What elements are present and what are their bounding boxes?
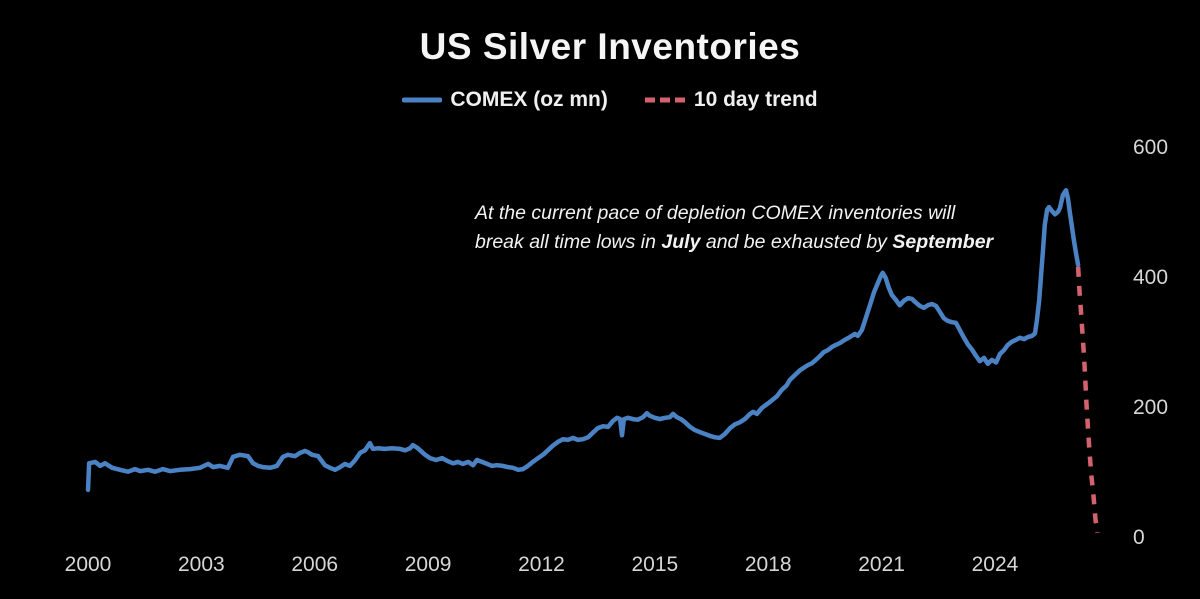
y-tick-label: 0 (1133, 526, 1145, 549)
x-tick-label: 2012 (518, 553, 565, 576)
chart-annotation: At the current pace of depletion COMEX i… (475, 199, 1055, 256)
comex-line-swatch-icon (402, 97, 443, 103)
legend-label-comex: COMEX (oz mn) (450, 88, 608, 111)
trend-line-series (1075, 266, 1100, 534)
x-tick-label: 2021 (858, 553, 905, 576)
legend-item-trend: 10 day trend (644, 88, 818, 112)
x-tick-label: 2018 (744, 553, 792, 576)
annotation-line-2: break all time lows in July and be exhau… (475, 230, 994, 253)
chart-title: US Silver Inventories (419, 26, 801, 67)
y-tick-label: 600 (1133, 136, 1169, 159)
x-tick-label: 2003 (178, 553, 225, 576)
x-tick-label: 2009 (404, 553, 452, 576)
x-tick-label: 2000 (64, 553, 112, 576)
legend-item-comex: COMEX (oz mn) (402, 88, 608, 112)
trend-dashed-swatch-icon (644, 97, 686, 103)
x-tick-label: 2015 (631, 553, 679, 576)
x-tick-label: 2006 (291, 553, 339, 576)
x-tick-label: 2024 (971, 553, 1019, 576)
chart-legend: COMEX (oz mn) 10 day trend (0, 88, 1200, 112)
legend-label-trend: 10 day trend (693, 88, 818, 111)
y-tick-label: 200 (1133, 396, 1169, 419)
annotation-line-1: At the current pace of depletion COMEX i… (475, 202, 956, 224)
comex-line-series (85, 188, 1081, 493)
y-tick-label: 400 (1133, 266, 1169, 289)
